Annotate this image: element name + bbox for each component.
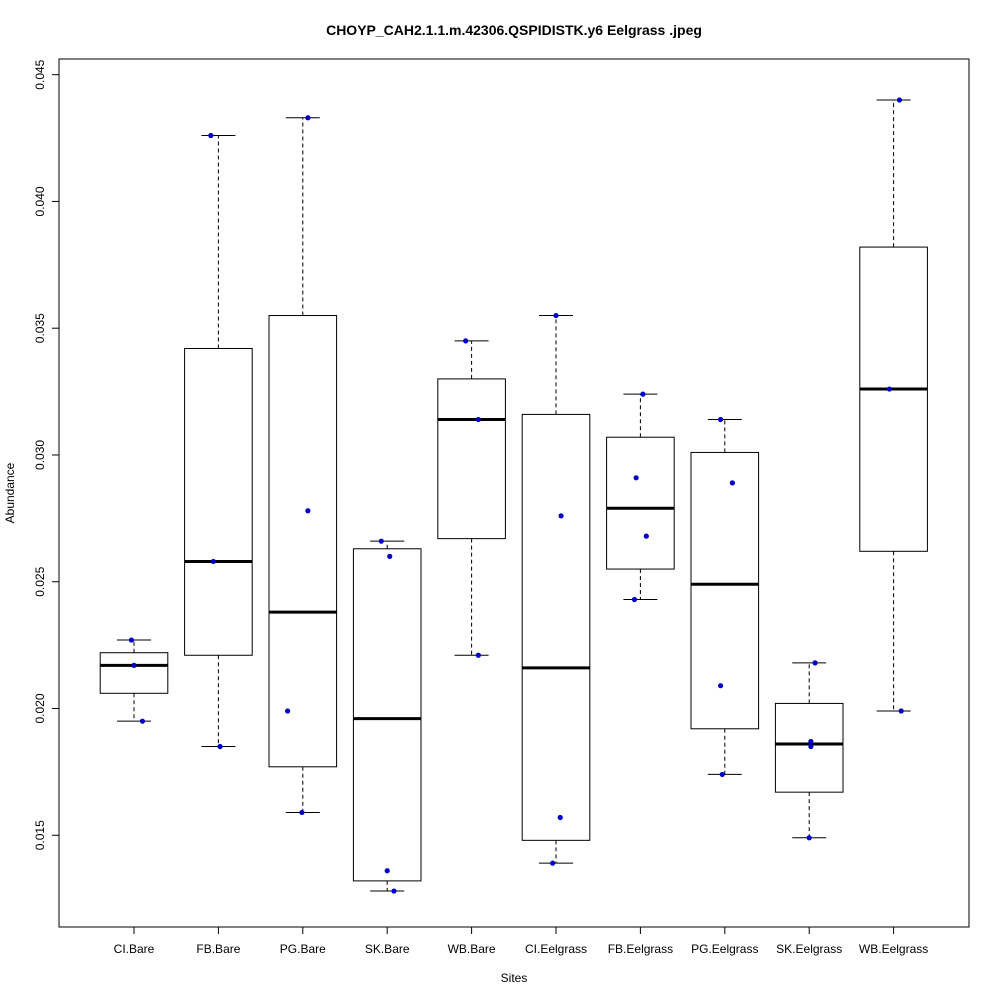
data-point (808, 743, 814, 750)
x-tick-label: SK.Bare (365, 942, 410, 956)
data-point (475, 652, 481, 658)
data-point (640, 391, 646, 397)
plot-frame (58, 58, 970, 928)
data-point (812, 660, 818, 666)
box-group-wb-eelgrass (859, 99, 928, 712)
y-tick-label: 0.025 (33, 566, 47, 596)
data-point (808, 738, 814, 745)
data-point (305, 115, 311, 121)
box-group-ci-eelgrass (521, 315, 591, 864)
points-layer (128, 97, 904, 894)
data-point (717, 416, 724, 423)
data-point (378, 538, 384, 544)
data-point (898, 708, 904, 714)
box (521, 413, 591, 841)
x-axis-label: Sites (501, 971, 528, 985)
y-tick-label: 0.030 (33, 440, 47, 470)
x-tick-label: PG.Bare (280, 942, 326, 956)
box-group-sk-eelgrass (774, 662, 844, 839)
data-point (208, 132, 214, 139)
data-point (128, 637, 135, 643)
y-axis-label: Abundance (3, 462, 17, 523)
box-group-fb-bare (184, 135, 253, 748)
data-point (210, 558, 216, 565)
data-point (631, 596, 638, 603)
box-group-pg-eelgrass (690, 418, 760, 775)
x-tick-label: WB.Eelgrass (859, 942, 928, 956)
chart-title: CHOYP_CAH2.1.1.m.42306.QSPIDISTK.y6 Eelg… (326, 22, 702, 38)
data-point (139, 718, 146, 724)
data-point (633, 475, 639, 481)
y-tick-label: 0.035 (33, 313, 47, 343)
data-point (558, 513, 564, 519)
box-group-wb-bare (437, 340, 506, 656)
box (606, 436, 675, 570)
data-point (806, 835, 812, 841)
data-point (719, 771, 725, 778)
box (268, 315, 338, 768)
box-group-fb-eelgrass (606, 393, 675, 600)
data-point (391, 888, 397, 894)
x-tick-label: WB.Bare (448, 942, 496, 956)
box (774, 702, 844, 793)
box-group-pg-bare (268, 117, 338, 813)
data-point (553, 312, 559, 319)
x-tick-label: SK.Eelgrass (776, 942, 842, 956)
x-tick-label: FB.Bare (196, 942, 240, 956)
x-axis: CI.Bare FB.Bare PG.Bare SK.Bare WB.Bare CI.Ee… (114, 926, 928, 956)
data-point (285, 708, 291, 714)
data-point (550, 860, 556, 866)
box (690, 451, 760, 730)
data-point (886, 386, 892, 392)
data-point (384, 868, 390, 874)
box (352, 548, 422, 882)
box-group-sk-bare (352, 540, 422, 892)
data-point (643, 533, 649, 539)
data-point (387, 553, 393, 559)
box (99, 652, 169, 694)
data-point (729, 480, 735, 486)
x-tick-label: FB.Eelgrass (608, 942, 673, 956)
data-point (299, 809, 305, 816)
data-point (463, 338, 469, 344)
box (184, 347, 253, 656)
data-point (717, 683, 724, 689)
box (859, 246, 928, 552)
x-tick-label: PG.Eelgrass (691, 942, 758, 956)
boxes-layer (99, 99, 928, 892)
x-tick-label: CI.Eelgrass (525, 942, 587, 956)
box-group-ci-bare (99, 639, 169, 722)
data-point (896, 97, 903, 103)
y-tick-label: 0.045 (33, 59, 47, 89)
y-tick-label: 0.020 (33, 693, 47, 723)
data-point (131, 662, 137, 669)
y-axis: 0.015 0.020 0.025 0.030 0.035 0.040 0.045 (33, 59, 60, 850)
data-point (217, 743, 223, 750)
box (437, 378, 506, 540)
x-tick-label: CI.Bare (114, 942, 155, 956)
data-point (475, 416, 481, 423)
data-point (305, 508, 311, 514)
y-tick-label: 0.040 (33, 186, 47, 216)
y-tick-label: 0.015 (33, 820, 47, 850)
data-point (557, 814, 563, 821)
